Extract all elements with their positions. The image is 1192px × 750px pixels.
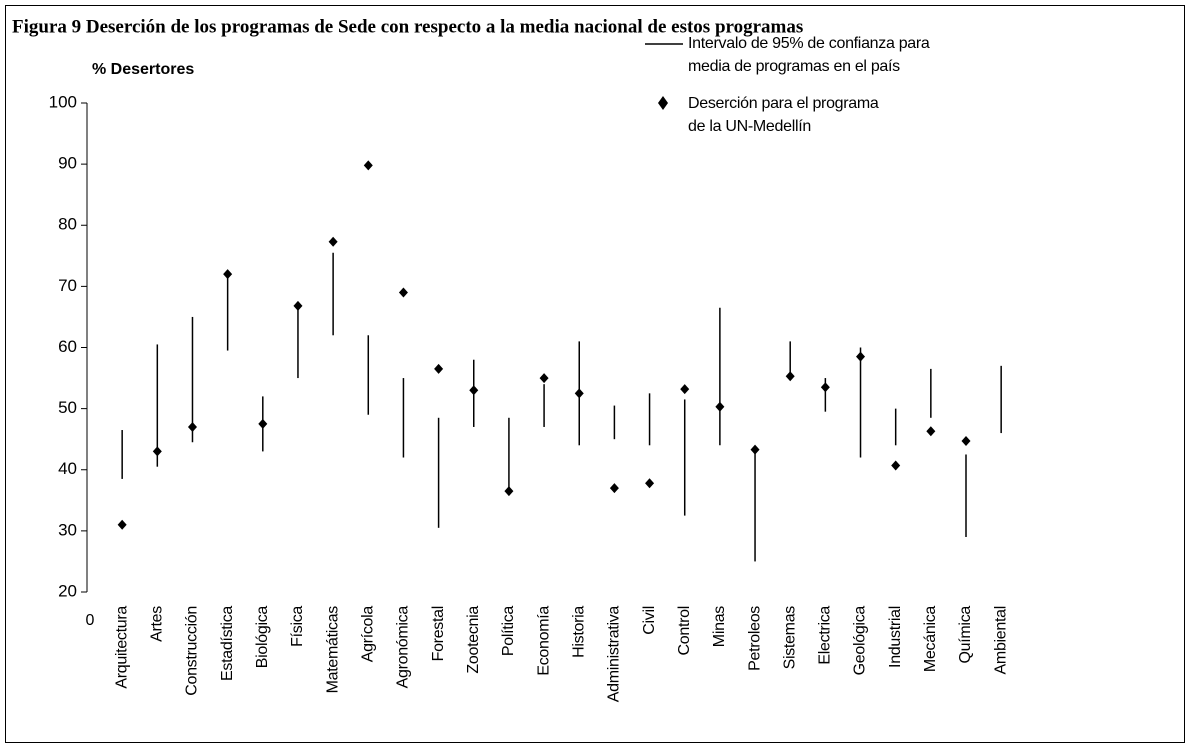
y-axis-label: % Desertores <box>92 61 194 78</box>
x-tick-label: Civil <box>641 606 658 635</box>
point <box>926 426 936 437</box>
point <box>609 483 619 494</box>
point <box>504 486 514 497</box>
legend-diamond-symbol <box>658 96 668 110</box>
x-tick-label: Mecánica <box>922 606 939 672</box>
point <box>469 385 479 396</box>
y-tick-label: 80 <box>58 215 77 234</box>
x-tick-label: Política <box>500 606 517 656</box>
x-tick-label: Control <box>676 606 693 655</box>
y-tick-label: 50 <box>58 398 77 417</box>
point <box>856 351 866 362</box>
x-tick-label: Historia <box>570 606 587 658</box>
x-tick-label: Zootecnia <box>465 606 482 674</box>
x-tick-label: Agrícola <box>359 606 376 663</box>
point <box>293 300 303 311</box>
point <box>645 478 655 489</box>
x-origin-label: 0 <box>86 612 95 629</box>
y-tick-label: 70 <box>58 276 77 295</box>
point <box>398 287 408 298</box>
x-tick-label: Forestal <box>430 606 447 661</box>
x-tick-label: Artes <box>149 606 166 642</box>
legend-text: Deserción para el programa de la UN-Mede… <box>688 95 879 135</box>
x-tick-label: Minas <box>711 606 728 647</box>
frame <box>5 5 1185 743</box>
point <box>539 373 549 384</box>
point <box>750 444 760 455</box>
point <box>820 382 830 393</box>
x-tick-label: Estadística <box>219 606 236 681</box>
point <box>574 388 584 399</box>
x-tick-label: Agronómica <box>395 606 412 689</box>
y-tick-label: 90 <box>58 154 77 173</box>
x-tick-label: Matemáticas <box>324 606 341 694</box>
point <box>715 401 725 412</box>
point <box>117 519 127 530</box>
x-tick-label: Ambiental <box>992 606 1009 674</box>
x-tick-label: Arquitectura <box>113 606 130 689</box>
point <box>434 363 444 374</box>
point <box>961 436 971 447</box>
point <box>187 421 197 432</box>
y-tick-label: 20 <box>58 581 77 600</box>
point <box>328 236 338 247</box>
x-tick-label: Electrica <box>817 606 834 665</box>
x-tick-label: Economía <box>535 606 552 676</box>
point <box>363 160 373 171</box>
x-tick-label: Industrial <box>887 606 904 668</box>
x-tick-label: Biológica <box>254 606 271 669</box>
point <box>152 446 162 457</box>
x-tick-label: Química <box>957 606 974 664</box>
x-tick-label: Geológica <box>852 606 869 676</box>
point <box>891 460 901 471</box>
point <box>680 384 690 395</box>
point <box>785 371 795 382</box>
x-tick-label: Construcción <box>184 606 201 696</box>
x-tick-label: Administrativa <box>606 606 623 703</box>
x-tick-label: Petroleos <box>746 606 763 671</box>
point <box>223 269 233 280</box>
y-tick-label: 40 <box>58 459 77 478</box>
y-tick-label: 60 <box>58 337 77 356</box>
x-tick-label: Física <box>289 606 306 647</box>
legend-text: Intervalo de 95% de confianza para media… <box>688 35 930 75</box>
x-tick-label: Sistemas <box>781 606 798 670</box>
point <box>258 418 268 429</box>
chart-title: Figura 9 Deserción de los programas de S… <box>12 16 803 37</box>
y-tick-label: 30 <box>58 520 77 539</box>
y-tick-label: 100 <box>49 92 77 111</box>
